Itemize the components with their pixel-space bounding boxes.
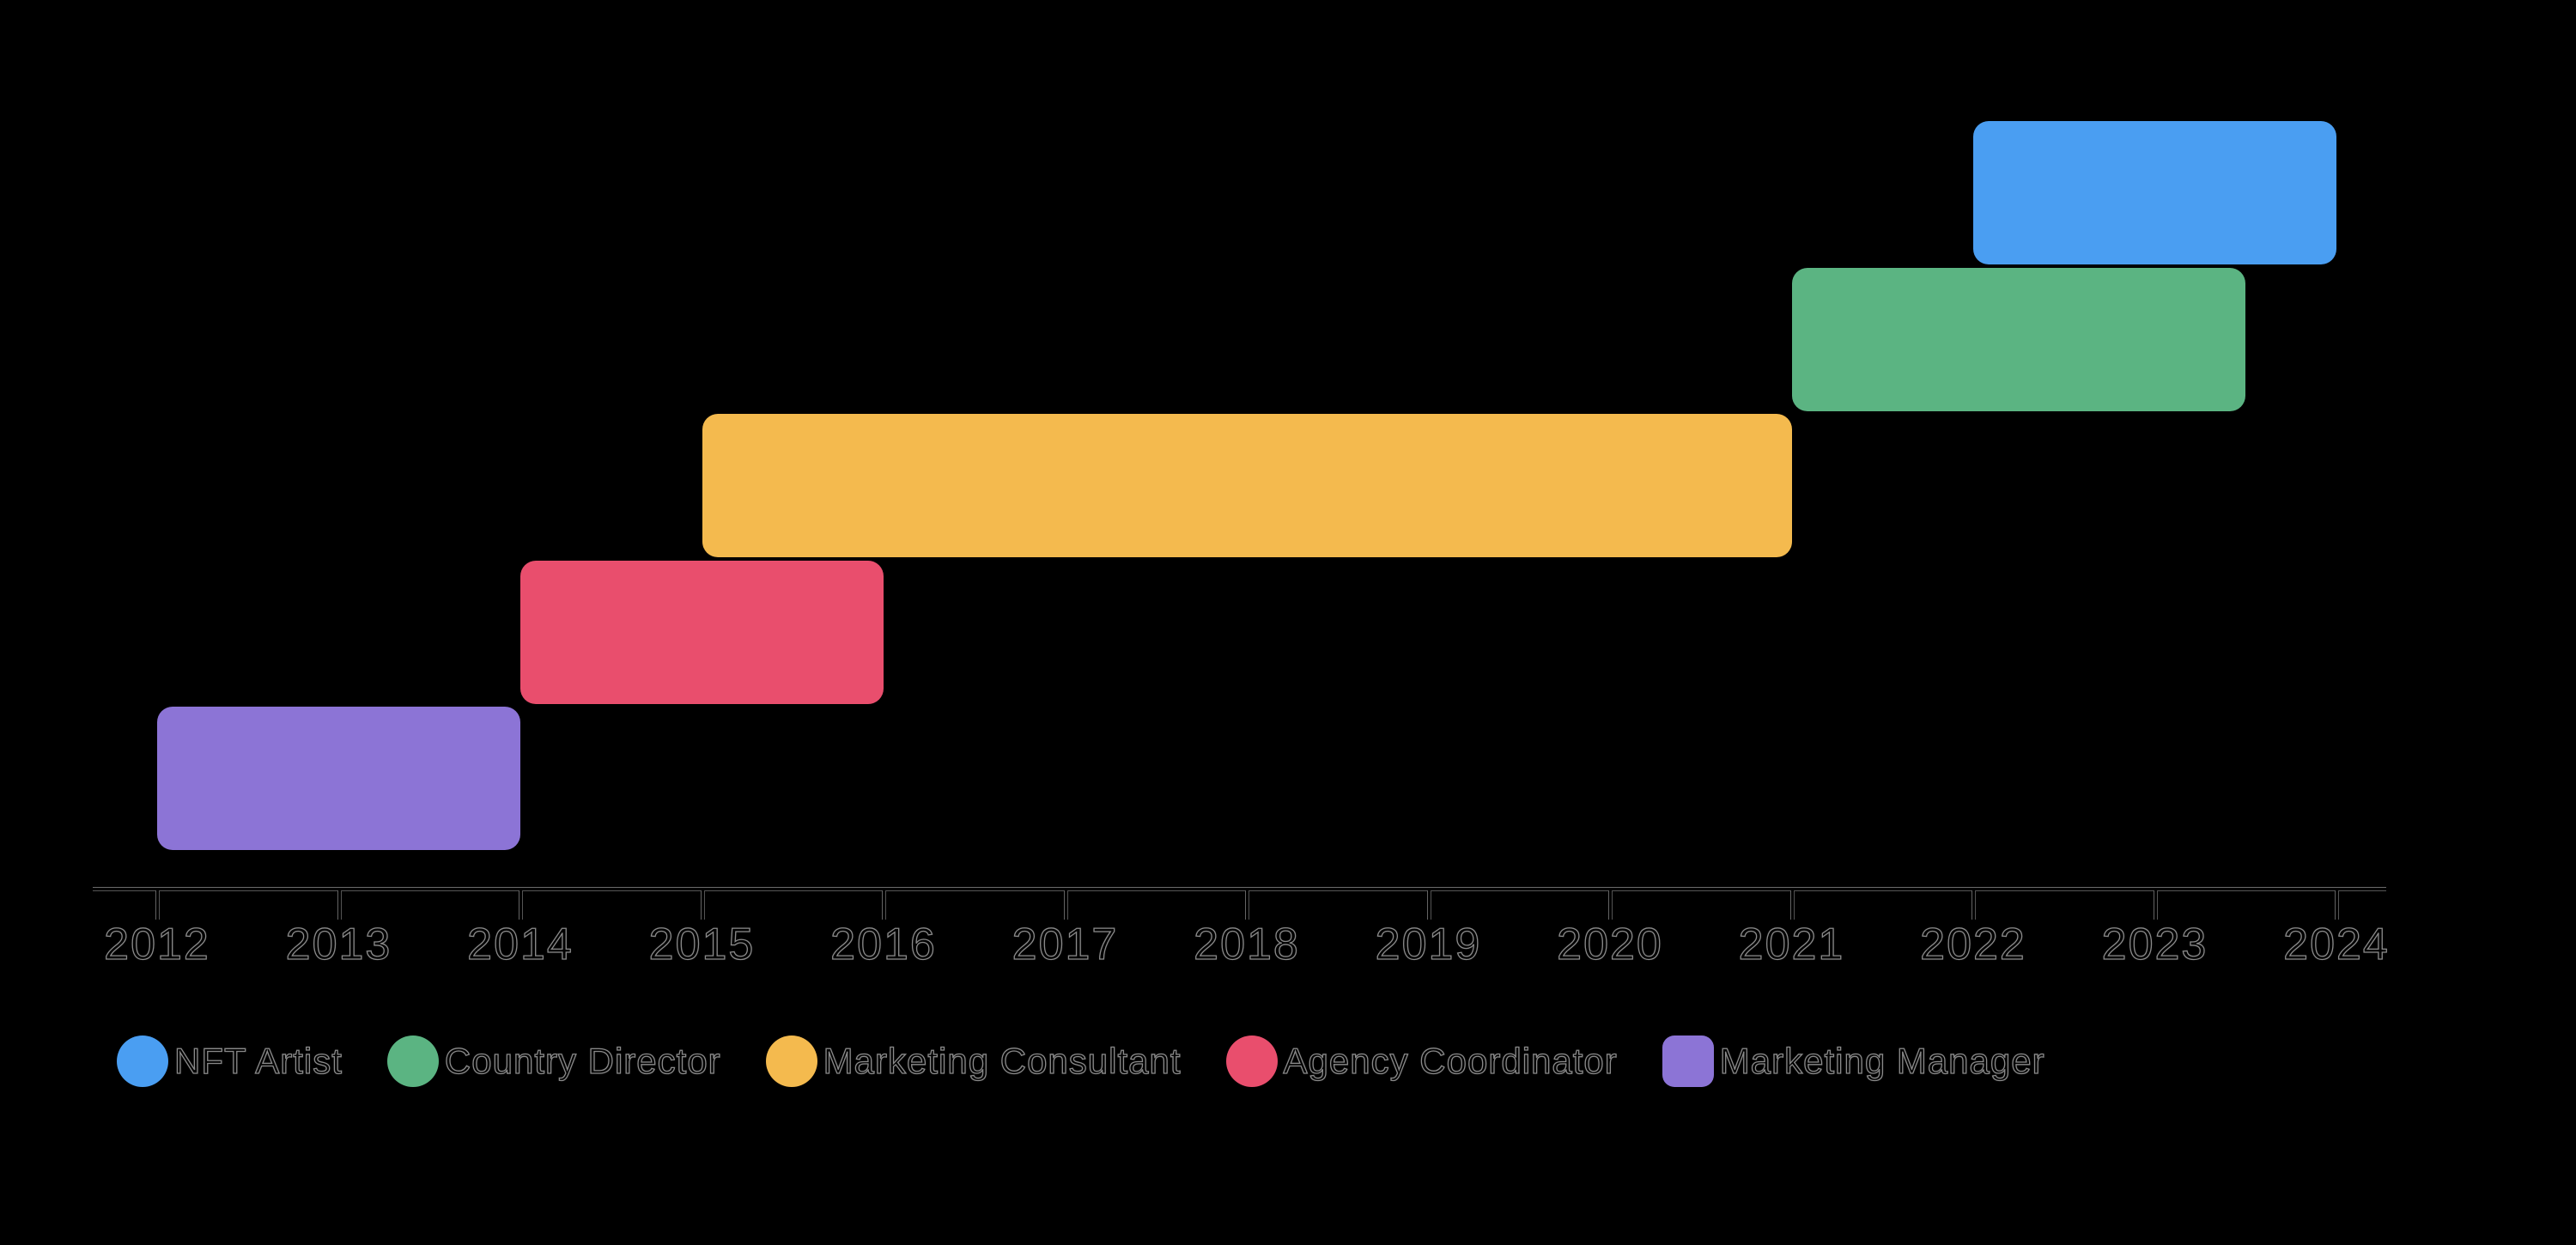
legend-item-nft-artist: NFT Artist	[117, 1035, 343, 1087]
x-axis-tick-label: 2023	[2101, 920, 2208, 970]
legend-circle-marker-icon	[386, 1035, 439, 1087]
legend-label: Marketing Consultant	[823, 1040, 1182, 1082]
x-axis-tick-label: 2020	[1557, 920, 1663, 970]
x-axis-tick	[337, 890, 342, 920]
legend-label: Country Director	[444, 1040, 721, 1082]
legend-rounded-square-marker-icon	[1662, 1035, 1714, 1087]
x-axis-tick-label: 2021	[1738, 920, 1845, 970]
x-axis-line	[93, 887, 2386, 891]
x-axis-tick	[1063, 890, 1068, 920]
legend: NFT Artist Country Director Marketing Cons…	[117, 1035, 2045, 1087]
bar-country-director	[1791, 267, 2246, 411]
x-axis-tick-label: 2024	[2283, 920, 2390, 970]
x-axis-tick-label: 2013	[285, 920, 392, 970]
bar-nft-artist	[1973, 121, 2336, 264]
x-axis-tick	[519, 890, 523, 920]
legend-item-agency-coordinator: Agency Coordinator	[1225, 1035, 1618, 1087]
x-axis-tick-label: 2019	[1375, 920, 1482, 970]
x-axis-tick	[155, 890, 160, 920]
legend-circle-marker-icon	[117, 1035, 168, 1087]
legend-label: NFT Artist	[173, 1040, 343, 1082]
bar-agency-coordinator	[520, 560, 884, 704]
x-axis-tick	[1245, 890, 1249, 920]
x-axis-tick-label: 2018	[1194, 920, 1300, 970]
bar-marketing-consultant	[702, 414, 1792, 557]
x-axis-tick-label: 2012	[104, 920, 210, 970]
x-axis-tick	[1971, 890, 1976, 920]
legend-item-country-director: Country Director	[386, 1035, 721, 1087]
bar-marketing-manager	[157, 707, 520, 850]
x-axis-tick-label: 2015	[648, 920, 756, 970]
legend-circle-marker-icon	[1225, 1035, 1278, 1087]
x-axis-tick	[700, 890, 705, 920]
x-axis-tick	[1789, 890, 1795, 920]
x-axis-tick	[2153, 890, 2158, 920]
legend-item-marketing-consultant: Marketing Consultant	[765, 1035, 1182, 1087]
x-axis-tick	[2335, 890, 2339, 920]
x-axis-tick-label: 2017	[1012, 920, 1119, 970]
x-axis-tick	[1426, 890, 1431, 920]
x-axis-tick	[882, 890, 886, 920]
legend-circle-marker-icon	[765, 1035, 817, 1087]
x-axis-tick-label: 2016	[830, 920, 937, 970]
x-axis-tick-label: 2014	[467, 920, 574, 970]
legend-item-marketing-manager: Marketing Manager	[1662, 1035, 2045, 1087]
x-axis-tick	[1608, 890, 1613, 920]
x-axis-tick-label: 2022	[1920, 920, 2026, 970]
legend-label: Marketing Manager	[1719, 1040, 2045, 1082]
legend-label: Agency Coordinator	[1283, 1040, 1618, 1082]
